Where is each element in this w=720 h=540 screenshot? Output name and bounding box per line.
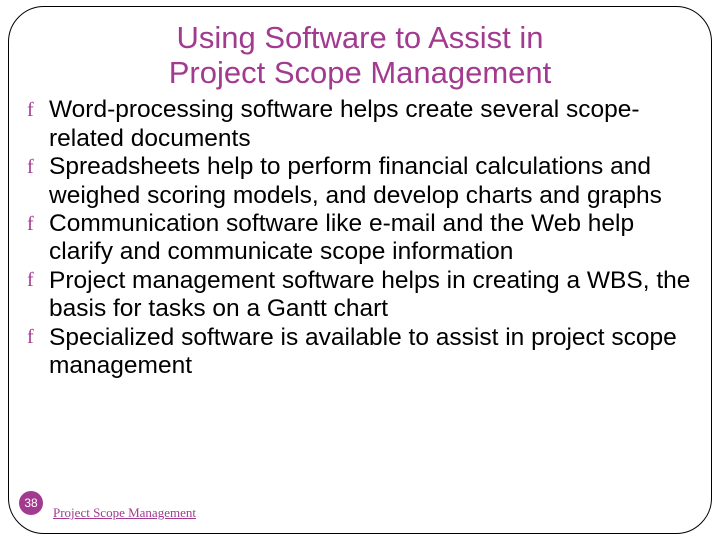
page-number: 38	[24, 496, 37, 510]
bullet-text: Specialized software is available to ass…	[49, 324, 677, 379]
bullet-icon: f	[27, 270, 34, 290]
list-item: f Project management software helps in c…	[27, 267, 693, 324]
footer-link: Project Scope Management	[53, 505, 196, 521]
bullet-text: Word-processing software helps create se…	[49, 96, 640, 151]
bullet-icon: f	[27, 327, 34, 347]
slide-frame: Using Software to Assist in Project Scop…	[8, 6, 712, 534]
bullet-icon: f	[27, 100, 34, 120]
bullet-text: Project management software helps in cre…	[49, 267, 690, 322]
title-line-1: Using Software to Assist in	[177, 20, 544, 55]
bullet-list: f Word-processing software helps create …	[27, 96, 693, 380]
bullet-text: Spreadsheets help to perform financial c…	[49, 153, 662, 208]
bullet-icon: f	[27, 157, 34, 177]
bullet-text: Communication software like e-mail and t…	[49, 210, 634, 265]
title-line-2: Project Scope Management	[169, 55, 552, 90]
slide-title: Using Software to Assist in Project Scop…	[27, 21, 693, 90]
list-item: f Word-processing software helps create …	[27, 96, 693, 153]
list-item: f Spreadsheets help to perform financial…	[27, 153, 693, 210]
list-item: f Communication software like e-mail and…	[27, 210, 693, 267]
bullet-icon: f	[27, 214, 34, 234]
list-item: f Specialized software is available to a…	[27, 324, 693, 381]
page-number-badge: 38	[19, 491, 43, 515]
